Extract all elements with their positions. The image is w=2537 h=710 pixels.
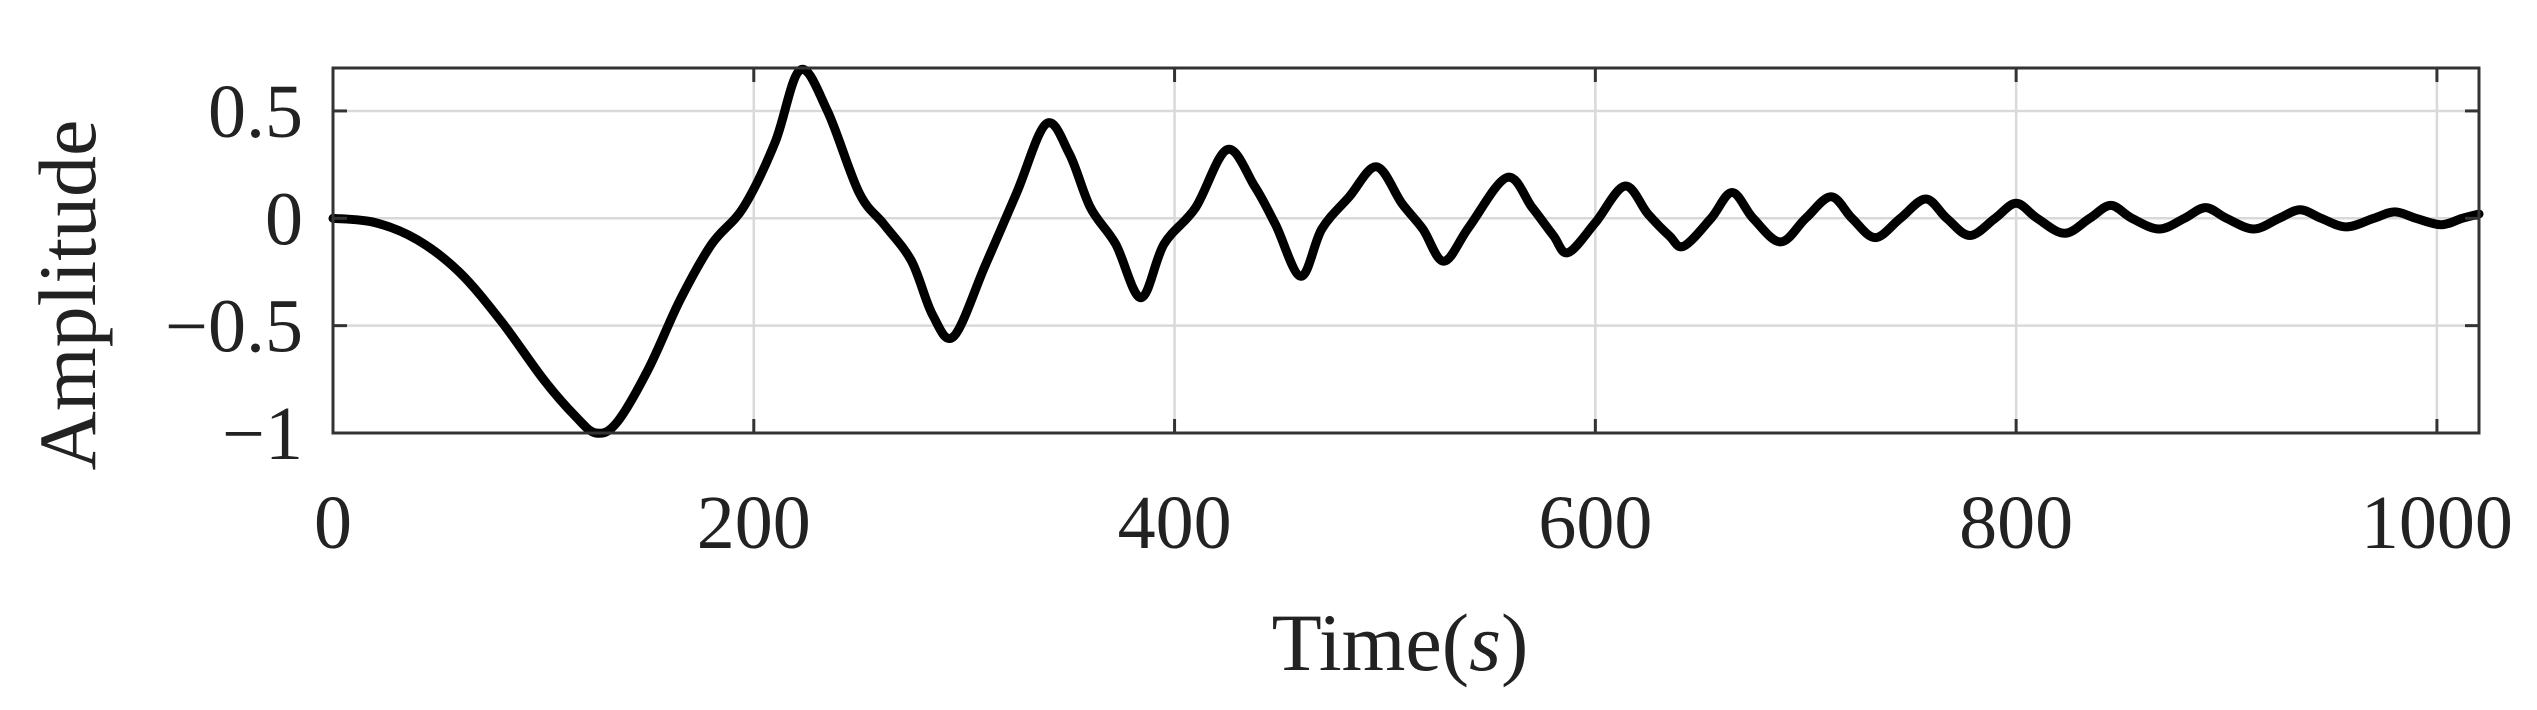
y-axis-title: Amplitude: [22, 120, 113, 471]
x-axis-title: Time(s): [1272, 597, 1529, 688]
plot-frame: [331, 66, 2481, 435]
x-axis-title-close: ): [1501, 597, 1528, 688]
x-axis-title-main: Time(: [1272, 597, 1469, 688]
y-tick-labels: −1 −0.5 0 0.5: [165, 70, 303, 476]
grid-lines: [333, 68, 2479, 433]
x-axis-title-unit: s: [1469, 597, 1501, 688]
x-tick-label: 1000: [2361, 481, 2513, 565]
x-tick-label: 800: [1959, 481, 2073, 565]
x-tick-label: 200: [697, 481, 811, 565]
x-tick-label: 0: [314, 481, 352, 565]
x-tick-label: 400: [1118, 481, 1232, 565]
y-tick-label: 0.5: [208, 70, 303, 154]
y-tick-label: −1: [222, 392, 303, 476]
x-tick-labels: 0 200 400 600 800 1000: [314, 481, 2513, 565]
y-tick-label: 0: [265, 177, 303, 261]
axis-ticks: [331, 68, 2479, 435]
series-line: [328, 64, 2484, 438]
y-tick-label: −0.5: [165, 285, 303, 369]
x-tick-label: 600: [1538, 481, 1652, 565]
